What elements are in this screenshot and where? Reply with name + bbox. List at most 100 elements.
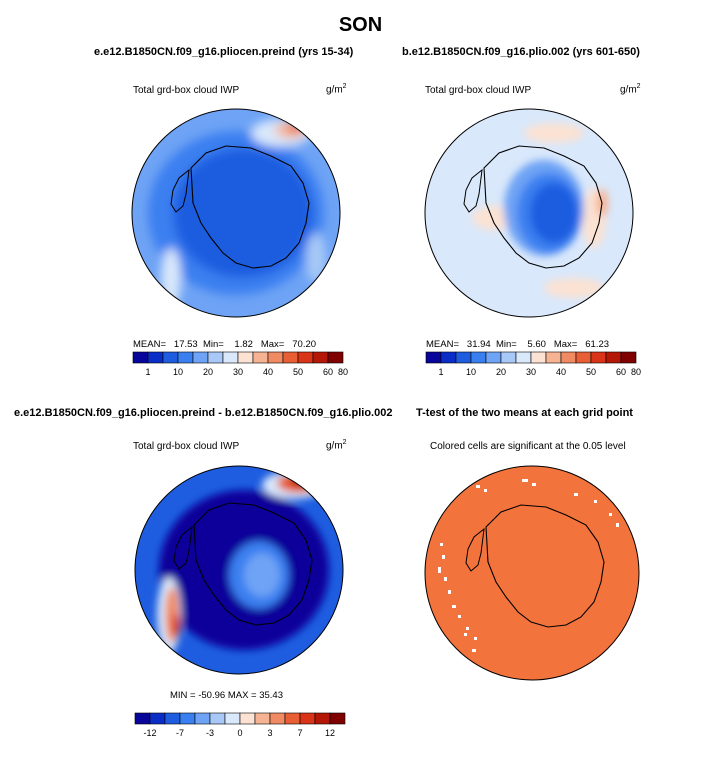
- season-title: SON: [338, 14, 383, 36]
- panel-4-subtitle: Colored cells are significant at the 0.0…: [430, 441, 626, 452]
- map-border: [424, 465, 640, 681]
- panel-3-variable: Total grd-box cloud IWP: [133, 441, 240, 452]
- colorbar-box: [254, 712, 271, 725]
- map-border: [424, 108, 634, 318]
- colorbar-box: [179, 712, 196, 725]
- colorbar-tick-label: -3: [206, 728, 214, 738]
- colorbar-box: [327, 351, 344, 364]
- panel-1-variable: Total grd-box cloud IWP: [133, 85, 240, 96]
- colorbar-tick-label: 80: [631, 367, 641, 377]
- peninsula-coastline: [463, 168, 483, 213]
- panel-2-units: g/m2: [620, 83, 641, 96]
- colorbar-box: [162, 351, 179, 364]
- colorbar-box: [147, 351, 164, 364]
- colorbar-tick-label: 50: [293, 367, 303, 377]
- colorbar-box: [312, 351, 329, 364]
- panel-1-title: e.e12.B1850CN.f09_g16.pliocen.preind (yr…: [94, 46, 354, 58]
- colorbar-box: [134, 712, 151, 725]
- colorbar-tick-label: 60: [616, 367, 626, 377]
- colorbar-box: [252, 351, 269, 364]
- antarctica-coastline: [190, 145, 310, 269]
- colorbar-box: [224, 712, 241, 725]
- panel-3-units: g/m2: [326, 439, 347, 452]
- map-panel-2: [424, 108, 634, 318]
- colorbar-box: [440, 351, 457, 364]
- panel-3-stats: MIN = -50.96 MAX = 35.43: [170, 690, 284, 701]
- peninsula-coastline: [173, 525, 193, 570]
- colorbar-box: [282, 351, 299, 364]
- colorbar-tick-label: 3: [267, 728, 272, 738]
- colorbar-box: [209, 712, 226, 725]
- colorbar-box: [605, 351, 622, 364]
- map-panel-4: [424, 465, 640, 681]
- panel-1-units: g/m2: [326, 83, 347, 96]
- colorbar-tick-label: 60: [323, 367, 333, 377]
- map-panel-1: [131, 108, 341, 318]
- colorbar-tick-label: 30: [233, 367, 243, 377]
- colorbar-box: [222, 351, 239, 364]
- non-significant-cells: [438, 479, 619, 652]
- panel-3-title: e.e12.B1850CN.f09_g16.pliocen.preind - b…: [14, 407, 393, 419]
- colorbar-box: [192, 351, 209, 364]
- panel-1-stats: MEAN= 17.53 Min= 1.82 Max= 70.20: [133, 339, 317, 350]
- colorbar-box: [425, 351, 442, 364]
- colorbar-box: [149, 712, 166, 725]
- colorbar-box: [530, 351, 547, 364]
- colorbar-tick-label: 10: [173, 367, 183, 377]
- antarctica-coastline: [485, 504, 605, 628]
- colorbar-box: [267, 351, 284, 364]
- colorbar-box: [177, 351, 194, 364]
- colorbar-tick-label: 40: [556, 367, 566, 377]
- colorbar-tick-label: 7: [297, 728, 302, 738]
- colorbar-tick-label: 10: [466, 367, 476, 377]
- colorbar-box: [560, 351, 577, 364]
- colorbar-tick-label: -12: [143, 728, 156, 738]
- colorbar-tick-label: 50: [586, 367, 596, 377]
- colorbar-box: [545, 351, 562, 364]
- colorbar-box: [515, 351, 532, 364]
- map-panel-3: [134, 465, 344, 675]
- colorbar-box: [207, 351, 224, 364]
- panel-4-title: T-test of the two means at each grid poi…: [416, 407, 633, 419]
- colorbar-tick-label: 1: [438, 367, 443, 377]
- panel-2-variable: Total grd-box cloud IWP: [425, 85, 532, 96]
- colorbar-box: [485, 351, 502, 364]
- significance-field: [425, 466, 639, 680]
- colorbar-tick-label: 30: [526, 367, 536, 377]
- colorbar-box: [194, 712, 211, 725]
- colorbar-box: [269, 712, 286, 725]
- colorbar-tick-label: 0: [237, 728, 242, 738]
- colorbar-box: [455, 351, 472, 364]
- panel-1-colorbar: 1 10 20 30 40 50 60 80: [132, 351, 348, 377]
- colorbar-box: [164, 712, 181, 725]
- colorbar-box: [575, 351, 592, 364]
- map-border: [134, 465, 344, 675]
- colorbar-box: [237, 351, 254, 364]
- colorbar-box: [329, 712, 346, 725]
- colorbar-tick-label: 20: [203, 367, 213, 377]
- colorbar-tick-label: -7: [176, 728, 184, 738]
- colorbar-box: [132, 351, 149, 364]
- colorbar-tick-label: 12: [325, 728, 335, 738]
- colorbar-box: [620, 351, 637, 364]
- colorbar-tick-label: 40: [263, 367, 273, 377]
- colorbar-tick-label: 80: [338, 367, 348, 377]
- antarctica-coastline: [483, 145, 603, 269]
- colorbar-box: [299, 712, 316, 725]
- colorbar-box: [470, 351, 487, 364]
- colorbar-box: [284, 712, 301, 725]
- peninsula-coastline: [170, 168, 190, 213]
- colorbar-box: [297, 351, 314, 364]
- antarctica-coastline: [193, 502, 313, 626]
- panel-3-colorbar: -12 -7 -3 0 3 7 12: [134, 712, 346, 738]
- colorbar-tick-label: 1: [145, 367, 150, 377]
- peninsula-coastline: [465, 527, 485, 572]
- colorbar-box: [500, 351, 517, 364]
- colorbar-box: [239, 712, 256, 725]
- colorbar-box: [314, 712, 331, 725]
- map-border: [131, 108, 341, 318]
- panel-2-title: b.e12.B1850CN.f09_g16.plio.002 (yrs 601-…: [402, 46, 640, 58]
- panel-2-stats: MEAN= 31.94 Min= 5.60 Max= 61.23: [426, 339, 610, 350]
- panel-2-colorbar: 1 10 20 30 40 50 60 80: [425, 351, 641, 377]
- colorbar-box: [590, 351, 607, 364]
